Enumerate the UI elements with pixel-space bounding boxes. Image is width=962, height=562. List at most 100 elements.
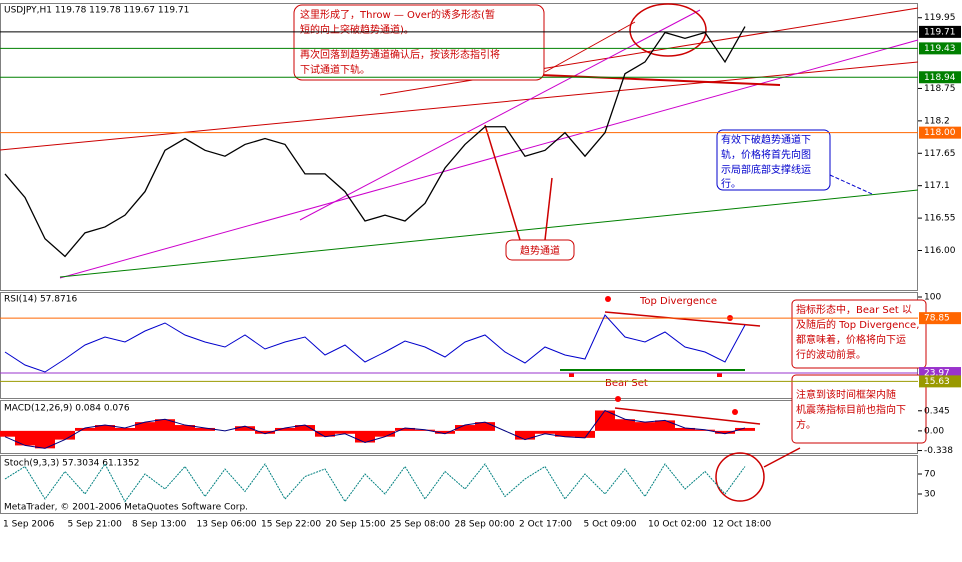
macd-bar	[615, 419, 635, 431]
macd-bar	[295, 425, 315, 431]
annotation-line: 行。	[721, 177, 741, 190]
channel-label: 趋势通道	[520, 244, 560, 257]
macd-bar	[695, 429, 715, 431]
y-tick-label: 118.75	[924, 84, 956, 94]
annotation-line: 机震荡指标目前也指向下	[796, 403, 906, 416]
stoch-line	[4, 463, 746, 503]
macd-bar	[55, 430, 75, 440]
macd-bar	[75, 427, 95, 431]
macd-bar	[635, 422, 655, 431]
macd-bar	[115, 427, 135, 431]
bear-set-label: Bear Set	[605, 378, 648, 389]
y-tick-label: 70	[924, 470, 936, 480]
macd-bar	[715, 430, 735, 434]
level-label: 15.63	[924, 377, 950, 387]
macd-bar	[655, 420, 675, 431]
macd-bar	[15, 430, 35, 446]
annotation-line: 下试通道下轨。	[300, 63, 370, 76]
annotation-line: 轨，价格将首先向图	[721, 148, 811, 161]
x-tick-label: 1 Sep 2006	[3, 520, 55, 530]
x-tick-label: 25 Sep 08:00	[390, 520, 450, 530]
macd-bar	[95, 425, 115, 431]
y-tick-label: 0.00	[924, 426, 944, 436]
y-tick-label: 117.65	[924, 149, 956, 159]
annotation-line: 方。	[796, 418, 816, 431]
macd-bar	[435, 430, 455, 434]
macd-bar	[235, 426, 255, 431]
macd-bar	[475, 422, 495, 431]
price-line	[4, 26, 746, 258]
x-tick-label: 8 Sep 13:00	[132, 520, 187, 530]
x-tick-label: 12 Oct 18:00	[713, 520, 772, 530]
y-tick-label: 118.2	[924, 116, 950, 126]
x-tick-label: 10 Oct 02:00	[648, 520, 707, 530]
annotation-line: 及随后的 Top Divergence,	[796, 318, 919, 331]
x-tick-label: 5 Oct 09:00	[584, 520, 637, 530]
macd-bar	[455, 425, 475, 431]
macd-bar	[35, 430, 55, 449]
annotation-line: 示局部底部支撑线运	[721, 163, 811, 176]
markers	[569, 296, 738, 415]
y-tick-label: -0.338	[924, 446, 953, 456]
level-tag	[919, 25, 961, 38]
annotation-line: 短的向上突破趋势通道)。	[300, 23, 414, 36]
macd-header: MACD(12,26,9) 0.084 0.076	[4, 404, 130, 414]
x-tick-label: 2 Oct 17:00	[519, 520, 572, 530]
level-tag	[919, 312, 961, 325]
annotation-line: 有效下破趋势通道下	[721, 133, 811, 146]
macd-bar	[415, 429, 435, 431]
level-tag	[919, 71, 961, 84]
macd-signal	[4, 409, 746, 449]
level-label: 118.00	[924, 128, 956, 138]
x-tick-label: 13 Sep 06:00	[197, 520, 257, 530]
y-tick-label: 100	[924, 293, 941, 303]
copyright: MetaTrader, © 2001-2006 MetaQuotes Softw…	[4, 503, 248, 513]
macd-bar	[735, 427, 755, 431]
y-tick-label: 116.55	[924, 214, 956, 224]
level-label: 119.43	[924, 44, 956, 54]
annotation-line: 注意到该时间框架内随	[796, 388, 896, 401]
macd-bar	[255, 430, 275, 434]
macd-bar	[575, 430, 595, 438]
x-tick-label: 28 Sep 00:00	[455, 520, 515, 530]
x-tick-label: 15 Sep 22:00	[261, 520, 321, 530]
macd-bar	[155, 419, 175, 431]
macd-bar	[355, 430, 375, 443]
macd-bar	[375, 430, 395, 437]
macd-bar	[555, 430, 575, 437]
level-label: 23.97	[924, 369, 950, 379]
macd-bar	[0, 430, 15, 437]
macd-bar	[675, 427, 695, 431]
top-divergence-label: Top Divergence	[639, 296, 717, 307]
annotation-line: 这里形成了，Throw — Over的诱多形态(暂	[300, 8, 495, 21]
annotation-boxes	[293, 4, 927, 444]
macd-bar	[275, 427, 295, 431]
macd-bar	[335, 430, 355, 434]
stoch-header: Stoch(9,3,3) 57.3034 61.1352	[4, 459, 139, 469]
level-label: 78.85	[924, 314, 950, 324]
macd-bar	[135, 422, 155, 431]
y-tick-label: 117.1	[924, 181, 950, 191]
x-tick-label: 20 Sep 15:00	[326, 520, 386, 530]
annotations: 这里形成了，Throw — Over的诱多形态(暂 短的向上突破趋势通道)。 再…	[300, 8, 919, 431]
y-tick-label: 0.345	[924, 406, 950, 416]
level-tag	[919, 126, 961, 139]
annotation-line: 再次回落到趋势通道确认后，按该形态指引将	[300, 48, 500, 61]
macd-bar	[395, 427, 415, 431]
annotation-line: 都意味着，价格将向下运	[796, 333, 906, 346]
macd-bar	[595, 410, 615, 431]
level-tag	[919, 42, 961, 55]
y-tick-label: 119.95	[924, 13, 956, 23]
x-tick-label: 5 Sep 21:00	[68, 520, 123, 530]
symbol-header: USDJPY,H1 119.78 119.78 119.67 119.71	[4, 6, 189, 16]
level-tag	[919, 375, 961, 388]
annotation-line: 指标形态中，Bear Set 以	[796, 303, 912, 316]
level-label: 118.94	[924, 73, 956, 83]
annotation-line: 行的波动前景。	[796, 348, 866, 361]
macd-bar	[175, 425, 195, 431]
macd-bar	[195, 427, 215, 431]
rsi-line	[4, 314, 746, 373]
y-tick-label: 116.00	[924, 246, 956, 256]
